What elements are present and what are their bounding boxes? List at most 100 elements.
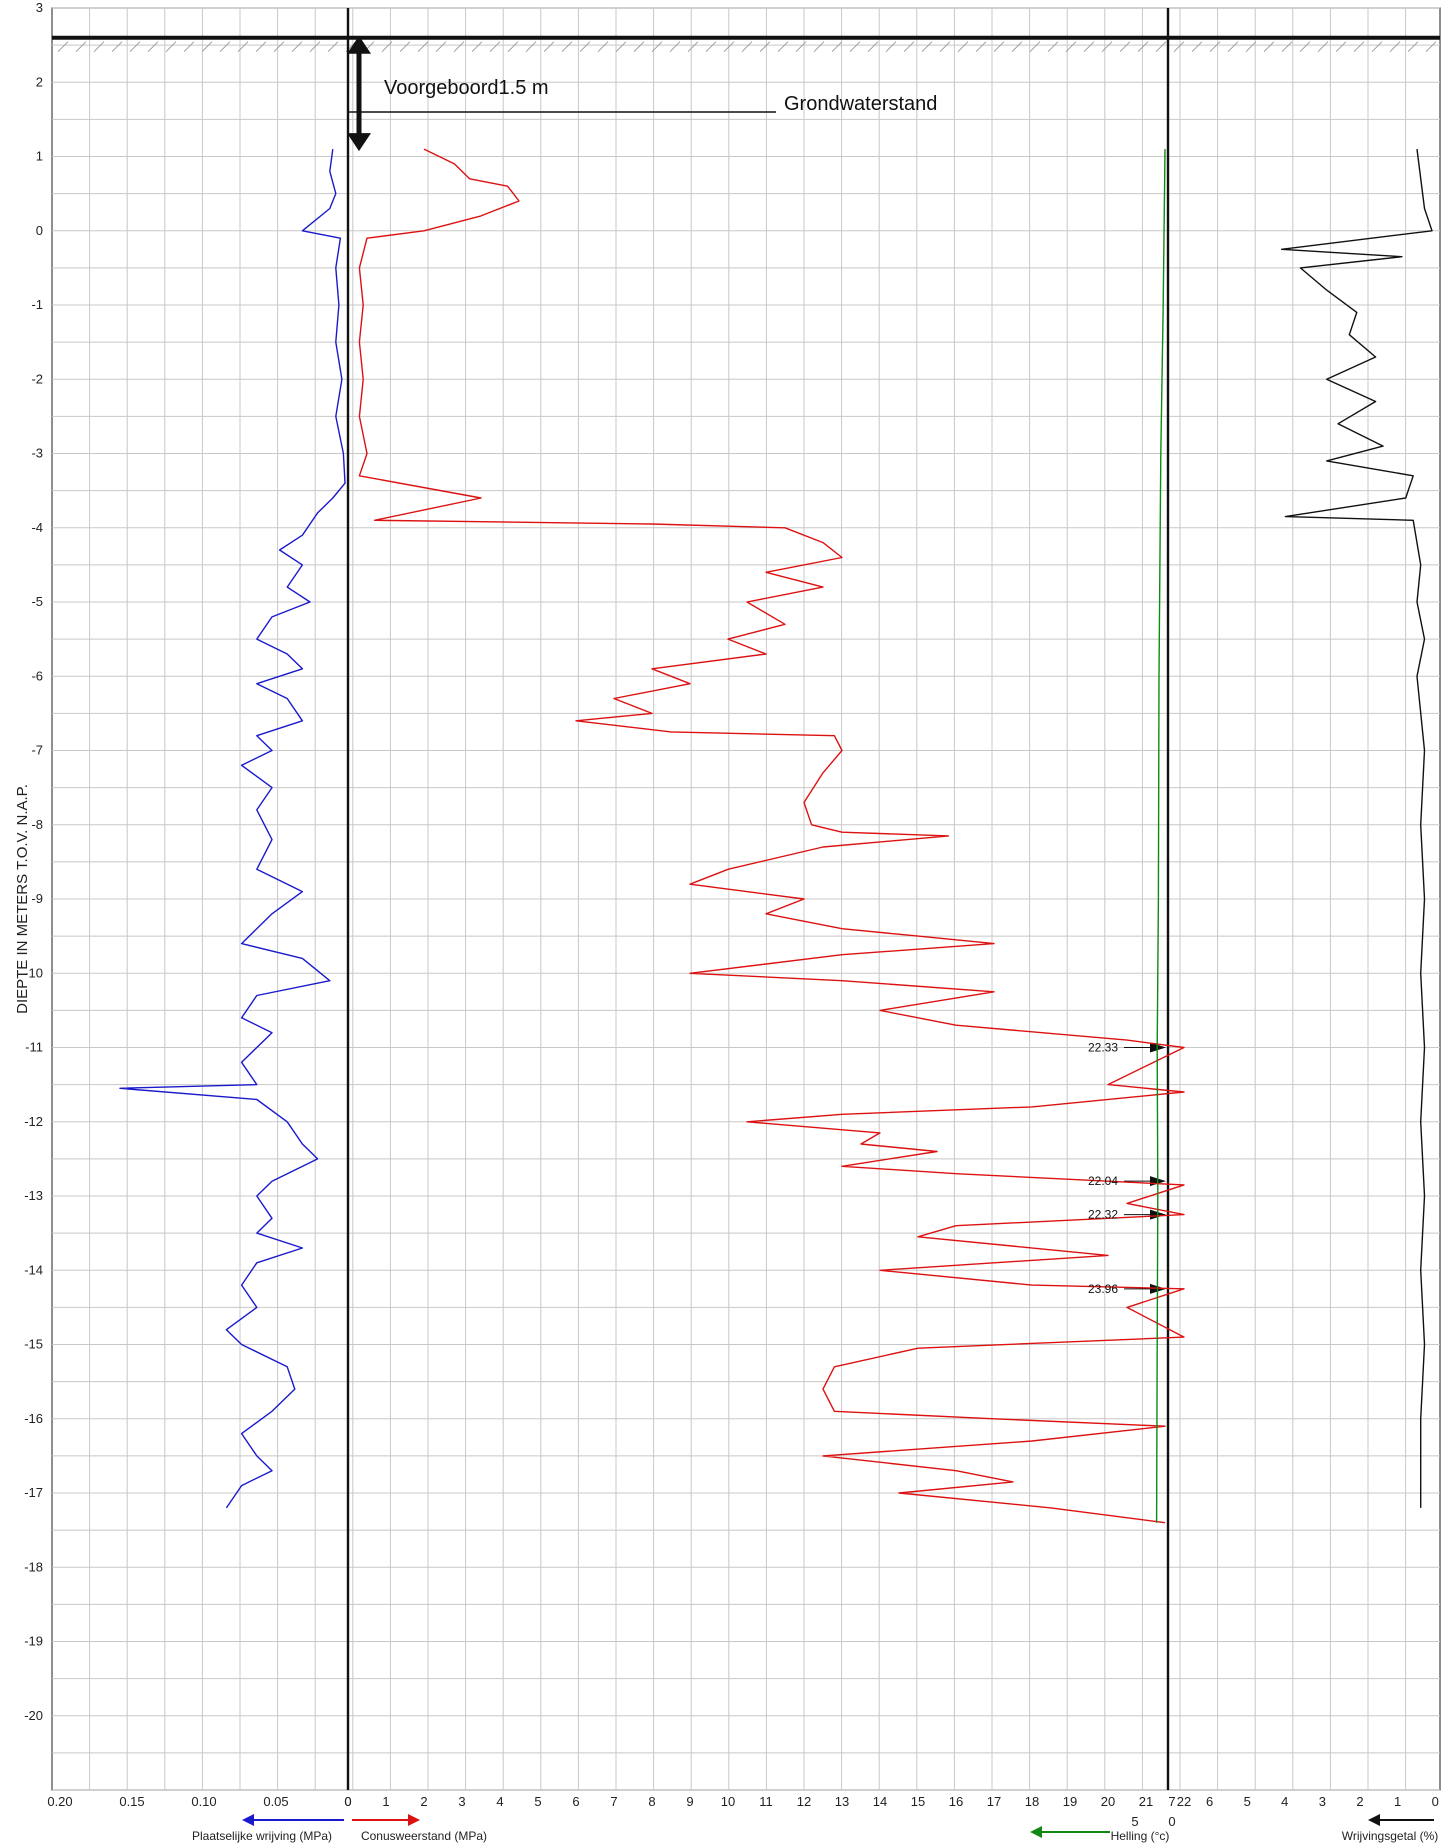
cone-tick-label: 8 — [648, 1794, 655, 1809]
surface-hatch — [1425, 41, 1437, 53]
surface-hatch — [1263, 41, 1275, 53]
surface-hatch — [939, 41, 951, 53]
surface-hatch — [1299, 41, 1311, 53]
surface-hatch — [57, 41, 69, 53]
surface-hatch — [741, 41, 753, 53]
surface-hatch — [633, 41, 645, 53]
surface-hatch — [975, 41, 987, 53]
y-tick-label: -9 — [31, 891, 43, 906]
surface-hatch — [1065, 41, 1077, 53]
friction-curve — [119, 149, 346, 1509]
surface-hatch — [759, 41, 771, 53]
surface-hatch — [93, 41, 105, 53]
surface-hatch — [471, 41, 483, 53]
surface-hatch — [219, 41, 231, 53]
surface-hatch — [1119, 41, 1131, 53]
predrill-arrow-head-bottom — [347, 133, 371, 152]
ratio-tick-label: 0 — [1432, 1794, 1439, 1809]
y-tick-label: -17 — [24, 1485, 43, 1500]
surface-hatch — [1317, 41, 1329, 53]
friction-arrow-head — [242, 1814, 254, 1826]
friction-axis-label: Plaatselijke wrijving (MPa) — [192, 1829, 332, 1843]
surface-hatch — [201, 41, 213, 53]
y-axis-label: DIEPTE IN METERS T.O.V. N.A.P. — [14, 784, 31, 1014]
surface-hatch — [921, 41, 933, 53]
cone-tick-label: 12 — [797, 1794, 811, 1809]
surface-hatch — [255, 41, 267, 53]
surface-hatch — [165, 41, 177, 53]
friction-tick-label: 0.20 — [47, 1794, 72, 1809]
y-tick-label: -10 — [24, 965, 43, 980]
labels: Voorgeboord1.5 mGrondwaterstand3210-1-2-… — [14, 0, 1439, 1843]
surface-hatch — [723, 41, 735, 53]
surface-hatch — [867, 41, 879, 53]
cone-annotation-label: 22.33 — [1088, 1041, 1118, 1055]
y-tick-label: 2 — [36, 74, 43, 89]
surface-hatch — [885, 41, 897, 53]
surface-hatch — [849, 41, 861, 53]
friction-tick-label: 0.05 — [263, 1794, 288, 1809]
cone-tick-label: 11 — [759, 1794, 773, 1809]
y-tick-label: 0 — [36, 223, 43, 238]
inclination-axis-label: Helling (°c) — [1111, 1829, 1170, 1843]
surface-hatch — [183, 41, 195, 53]
y-tick-label: -11 — [25, 1040, 43, 1055]
cone-tick-label: 5 — [534, 1794, 541, 1809]
cone-axis-label: Conusweerstand (MPa) — [361, 1829, 487, 1843]
cone-tick-label: 7 — [610, 1794, 617, 1809]
y-tick-label: -20 — [24, 1708, 43, 1723]
surface-hatch — [597, 41, 609, 53]
surface-hatch — [525, 41, 537, 53]
cone-annotation-arrow — [1150, 1042, 1166, 1053]
cone-resistance-curve — [358, 148, 1185, 1524]
surface-hatch — [651, 41, 663, 53]
cone-tick-label: 21 — [1139, 1794, 1153, 1809]
inclination-tick-label: 5 — [1131, 1814, 1138, 1829]
surface-hatch — [1047, 41, 1059, 53]
surface-hatch — [507, 41, 519, 53]
surface-hatch — [309, 41, 321, 53]
surface-hatch — [1173, 41, 1185, 53]
surface-hatch — [1335, 41, 1347, 53]
cone-tick-label: 15 — [911, 1794, 925, 1809]
y-tick-label: -7 — [31, 743, 43, 758]
ratio-tick-label: 5 — [1244, 1794, 1251, 1809]
y-tick-label: 1 — [36, 149, 43, 164]
y-tick-label: -2 — [31, 371, 43, 386]
y-tick-label: -19 — [24, 1634, 43, 1649]
surface-hatch — [435, 41, 447, 53]
surface-hatch — [957, 41, 969, 53]
friction-tick-label: 0.10 — [191, 1794, 216, 1809]
surface-hatch — [291, 41, 303, 53]
cone-tick-label: 16 — [949, 1794, 963, 1809]
y-tick-label: -5 — [31, 594, 43, 609]
cone-tick-label: 18 — [1025, 1794, 1039, 1809]
y-tick-label: -4 — [31, 520, 43, 535]
surface-hatch — [1101, 41, 1113, 53]
surface-hatch — [543, 41, 555, 53]
surface-hatch — [273, 41, 285, 53]
surface-hatch — [111, 41, 123, 53]
surface-hatch — [75, 41, 87, 53]
surface-hatch — [327, 41, 339, 53]
ratio-tick-label: 4 — [1281, 1794, 1288, 1809]
cone-annotation-label: 22.04 — [1088, 1174, 1118, 1188]
cone-tick-label: 3 — [458, 1794, 465, 1809]
surface-hatch — [813, 41, 825, 53]
y-tick-label: -3 — [31, 446, 43, 461]
cone-tick-label: 1 — [382, 1794, 389, 1809]
cone-annotation-label: 23.96 — [1088, 1282, 1118, 1296]
grid — [51, 7, 1441, 1791]
surface-hatch — [705, 41, 717, 53]
surface-hatch — [579, 41, 591, 53]
surface-hatch — [1245, 41, 1257, 53]
surface-hatch — [687, 41, 699, 53]
surface-hatch — [1281, 41, 1293, 53]
cone-tick-label: 17 — [987, 1794, 1001, 1809]
cone-annotation-label: 22.32 — [1088, 1208, 1118, 1222]
surface-hatch — [1083, 41, 1095, 53]
inclination-arrow-head — [1030, 1826, 1042, 1838]
ratio-tick-label: 2 — [1356, 1794, 1363, 1809]
